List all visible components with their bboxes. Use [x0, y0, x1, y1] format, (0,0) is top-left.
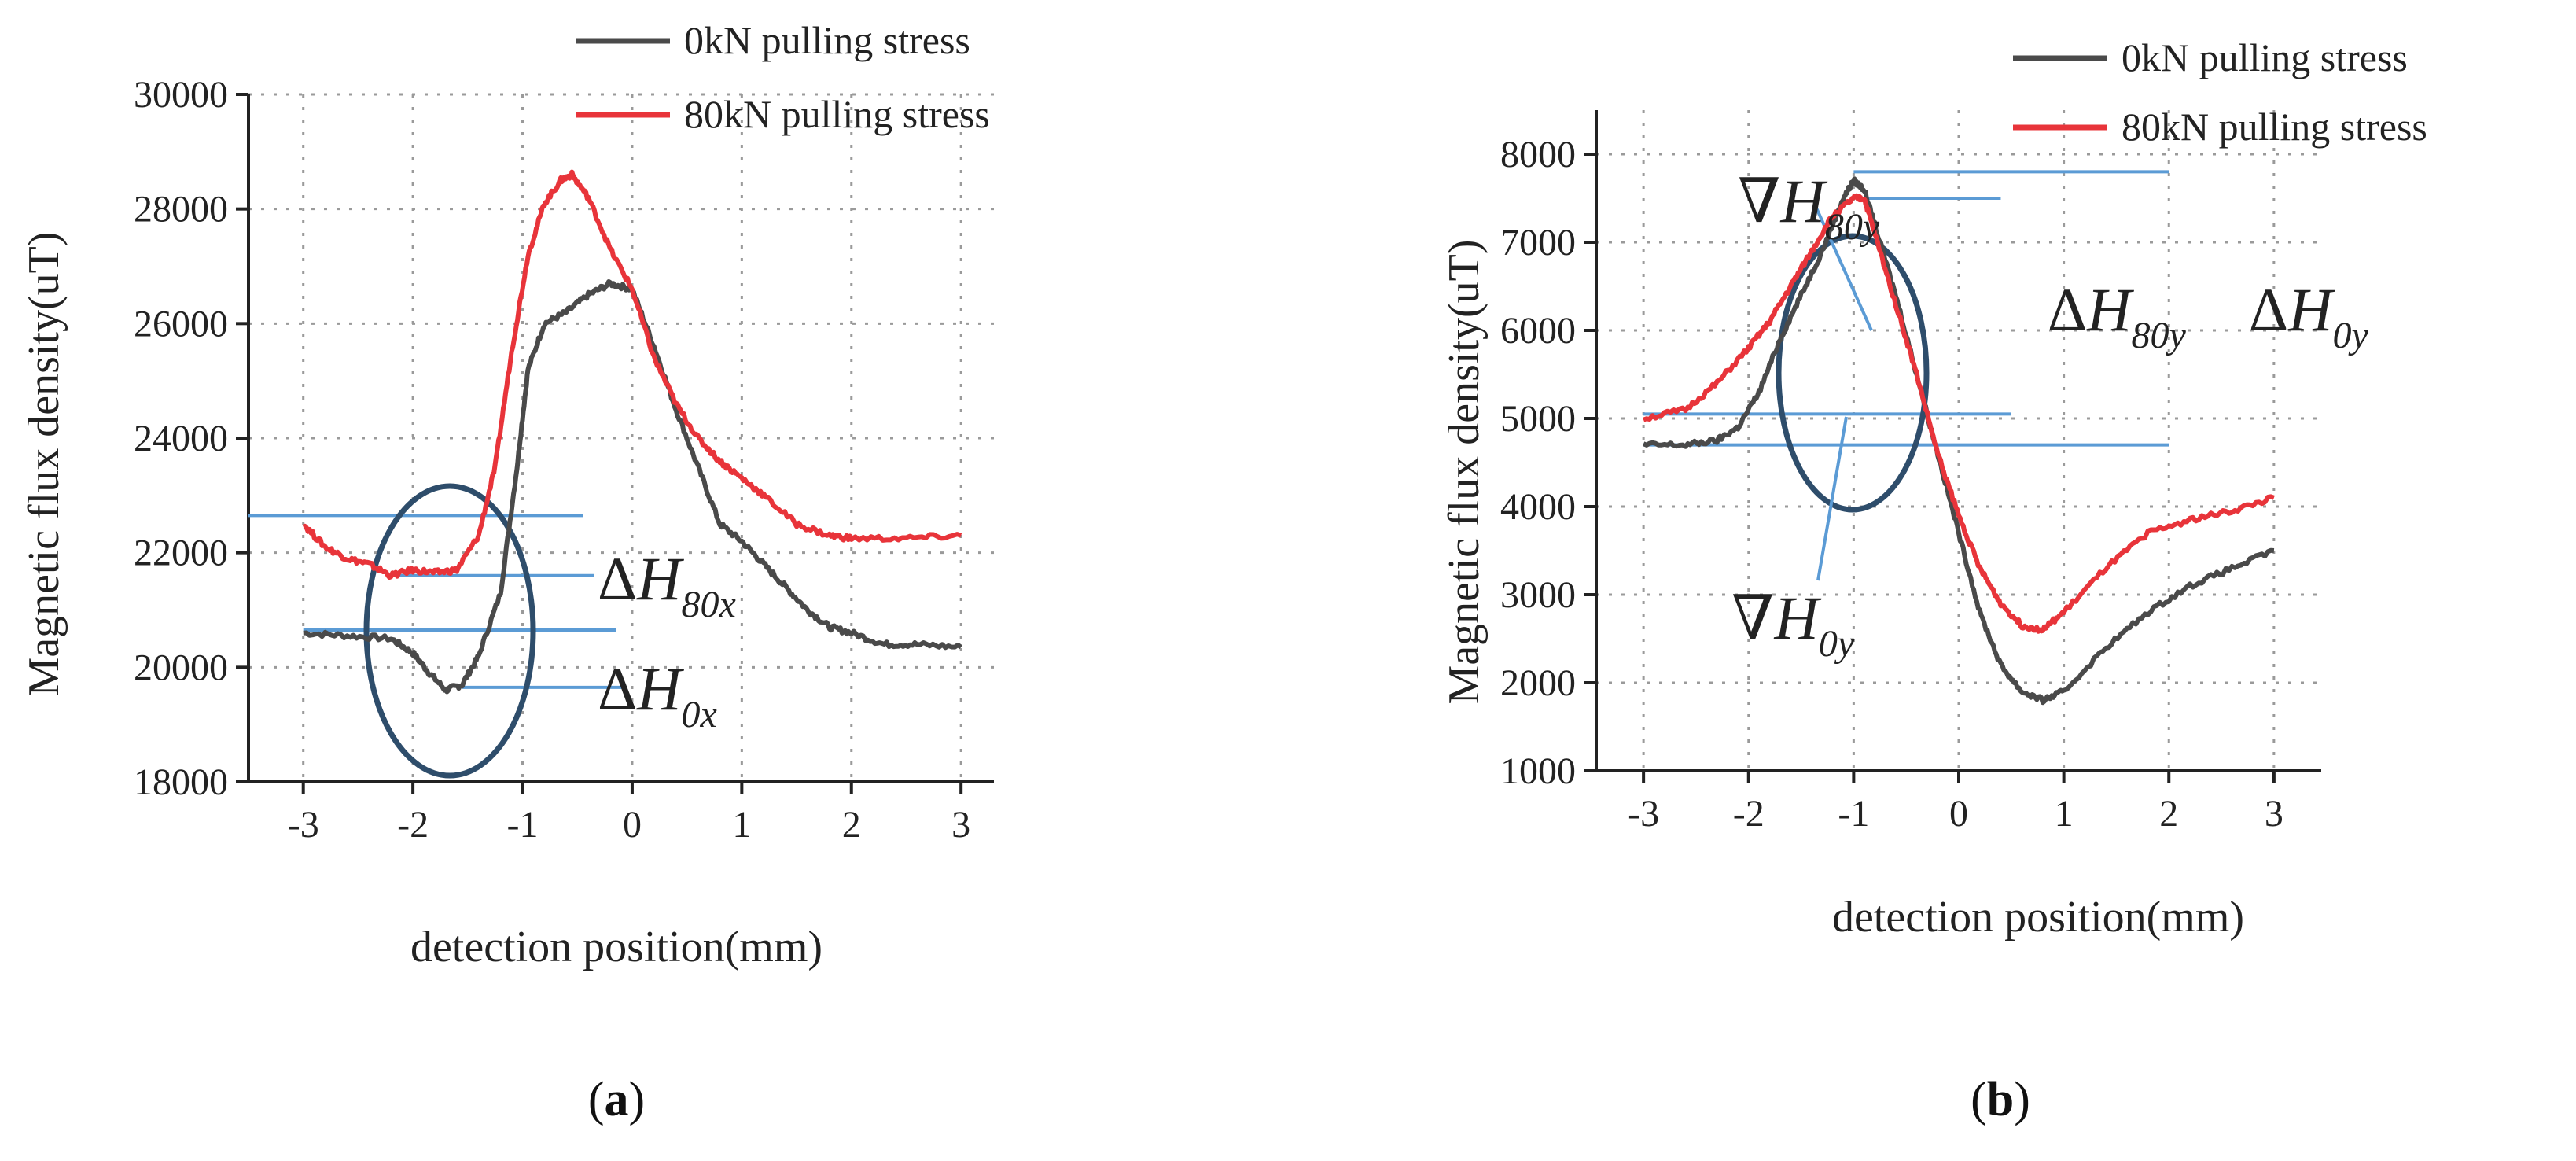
annotation-delta-h0x: ΔH0x [598, 654, 717, 735]
x-tick-label: 3 [2265, 793, 2283, 835]
pointer-line-grad0y [1816, 416, 1848, 581]
x-axis-title-a: detection position(mm) [410, 923, 822, 971]
y-tick-label: 28000 [134, 189, 228, 230]
legend-label-0kN-b: 0kN pulling stress [2122, 35, 2408, 79]
legend-label-0kN-a: 0kN pulling stress [684, 18, 970, 62]
annotation-nabla-h80y: ∇H80y [1738, 167, 1880, 248]
x-tick-label: 1 [2055, 793, 2074, 835]
x-tick-label: -3 [1628, 793, 1659, 835]
grid-a [248, 93, 994, 782]
y-tick-label: 30000 [134, 74, 228, 116]
x-tick-label: -3 [288, 804, 319, 846]
y-tick-label: 6000 [1500, 310, 1576, 352]
panel-label-b: (b) [1971, 1073, 2030, 1126]
x-tick-label: 3 [951, 804, 970, 846]
y-tick-label: 22000 [134, 533, 228, 574]
y-tick-label: 20000 [134, 647, 228, 688]
annotation-delta-h80y: ΔH80y [2048, 275, 2187, 356]
highlight-ellipse-b [1776, 233, 1930, 513]
y-axis-title-b: Magnetic flux density(uT) [1440, 240, 1489, 705]
series-group-a [302, 169, 962, 695]
y-tick-label: 7000 [1500, 222, 1576, 264]
highlight-ellipse-a [363, 483, 536, 779]
y-tick-label: 26000 [134, 303, 228, 345]
x-tick-label: -2 [397, 804, 429, 846]
x-tick-label: 0 [1949, 793, 1968, 835]
annotation-delta-h80x: ΔH80x [598, 544, 736, 625]
series-line-80kN-b [1643, 193, 2275, 634]
y-tick-label: 3000 [1500, 574, 1576, 616]
series-line-0kN-a [303, 279, 962, 695]
annotation-nabla-h0y: ∇H0y [1731, 584, 1855, 665]
x-tick-label: 2 [2159, 793, 2178, 835]
x-tick-label: 1 [732, 804, 751, 846]
x-tick-label: 0 [623, 804, 642, 846]
y-tick-label: 2000 [1500, 662, 1576, 704]
x-tick-label: 2 [842, 804, 861, 846]
y-tick-label: 4000 [1500, 486, 1576, 528]
y-tick-label: 24000 [134, 418, 228, 459]
legend-label-80kN-b: 80kN pulling stress [2122, 105, 2427, 149]
ticks-b: -3 -2 -1 0 1 2 3 1000 2000 3000 4000 5000 6000 7000 80… [1500, 134, 2283, 835]
legend-label-80kN-a: 80kN pulling stress [684, 92, 990, 136]
series-group-b [1642, 176, 2275, 706]
ticks-a: -3 -2 -1 0 1 2 3 18000 20000 22000 24000 26000 28000… [134, 74, 970, 846]
y-tick-label: 5000 [1500, 398, 1576, 440]
y-tick-label: 1000 [1500, 750, 1576, 792]
annotation-lines-b [1643, 170, 2169, 447]
annotation-delta-h0y: ΔH0y [2249, 275, 2369, 356]
x-tick-label: -1 [507, 804, 539, 846]
panel-label-a: (a) [588, 1073, 645, 1126]
y-tick-label: 18000 [134, 761, 228, 803]
series-line-80kN-a [302, 169, 962, 580]
y-tick-label: 8000 [1500, 134, 1576, 175]
y-axis-title-a: Magnetic flux density(uT) [20, 232, 68, 697]
panel-a: -3 -2 -1 0 1 2 3 18000 20000 22000 24000 26000 28000… [20, 18, 994, 1126]
x-axis-title-b: detection position(mm) [1832, 893, 2244, 942]
x-tick-label: -2 [1733, 793, 1765, 835]
grid-b [1596, 110, 2321, 771]
annotation-lines-a [248, 514, 627, 689]
panel-b: -3 -2 -1 0 1 2 3 1000 2000 3000 4000 5000 6000 7000 80… [1440, 35, 2427, 1126]
x-tick-label: -1 [1838, 793, 1869, 835]
